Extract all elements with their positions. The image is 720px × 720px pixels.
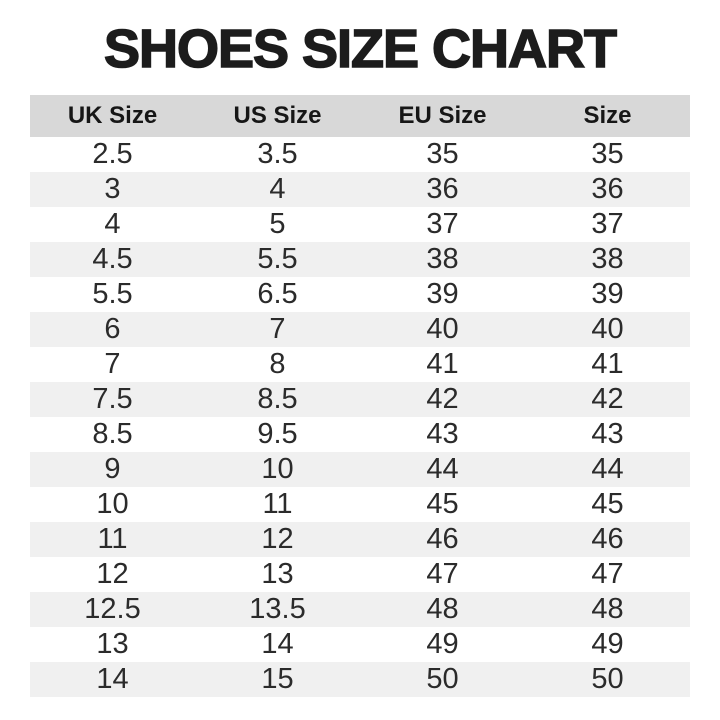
table-cell: 48 [591,593,624,625]
table-cell: 46 [426,523,459,555]
table-cell: 6.5 [257,278,298,310]
column-header-size: Size [525,95,690,137]
table-row: 11 12 46 46 [30,522,690,557]
table-cell: 3.5 [257,138,298,170]
table-cell: 14 [96,663,129,695]
table-cell: 9 [104,453,121,485]
table-row: 2.5 3.5 35 35 [30,137,690,172]
table-cell: 10 [96,488,129,520]
table-row: 4 5 37 37 [30,207,690,242]
table-cell: 41 [591,348,624,380]
column-header-us-size: US Size [195,95,360,137]
table-cell: 5.5 [92,278,133,310]
table-cell: 46 [591,523,624,555]
table-cell: 5 [269,208,286,240]
table-cell: 13 [261,558,294,590]
table-cell: 42 [591,383,624,415]
table-cell: 3 [104,173,121,205]
table-cell: 44 [426,453,459,485]
table-cell: 11 [262,488,293,520]
table-cell: 4.5 [92,243,133,275]
table-cell: 43 [591,418,624,450]
table-cell: 5.5 [257,243,298,275]
table-cell: 47 [426,558,459,590]
table-cell: 7 [104,348,121,380]
table-cell: 13.5 [249,593,306,625]
table-cell: 50 [591,663,624,695]
page-title: SHOES SIZE CHART [103,18,618,79]
table-cell: 45 [426,488,459,520]
table-row: 6 7 40 40 [30,312,690,347]
header-row: UK Size US Size EU Size Size [30,95,690,137]
table-cell: 40 [426,313,459,345]
table-row: 7.5 8.5 42 42 [30,382,690,417]
table-cell: 44 [591,453,624,485]
table-cell: 2.5 [92,138,133,170]
table-cell: 49 [591,628,624,660]
table-row: 7 8 41 41 [30,347,690,382]
table-cell: 7 [269,313,286,345]
table-row: 13 14 49 49 [30,627,690,662]
table-row: 4.5 5.5 38 38 [30,242,690,277]
table-cell: 37 [591,208,624,240]
table-cell: 47 [591,558,624,590]
table-row: 10 11 45 45 [30,487,690,522]
table-cell: 50 [426,663,459,695]
table-cell: 41 [426,348,459,380]
table-cell: 13 [96,628,129,660]
table-cell: 4 [269,173,286,205]
table-cell: 43 [426,418,459,450]
table-header: UK Size US Size EU Size Size [30,95,690,137]
table-cell: 10 [261,453,294,485]
table-cell: 38 [591,243,624,275]
table-row: 9 10 44 44 [30,452,690,487]
column-header-eu-size: EU Size [360,95,525,137]
table-cell: 12.5 [84,593,141,625]
table-cell: 9.5 [257,418,298,450]
table-cell: 35 [591,138,624,170]
table-cell: 12 [261,523,294,555]
table-cell: 8 [269,348,286,380]
table-cell: 48 [426,593,459,625]
column-header-uk-size: UK Size [30,95,195,137]
table-cell: 45 [591,488,624,520]
table-row: 3 4 36 36 [30,172,690,207]
table-cell: 49 [426,628,459,660]
table-cell: 35 [426,138,459,170]
table-cell: 6 [104,313,121,345]
table-cell: 11 [97,523,128,555]
table-cell: 8.5 [92,418,133,450]
table-row: 8.5 9.5 43 43 [30,417,690,452]
table-cell: 42 [426,383,459,415]
table-row: 12 13 47 47 [30,557,690,592]
table-row: 12.5 13.5 48 48 [30,592,690,627]
table-cell: 39 [591,278,624,310]
table-cell: 36 [591,173,624,205]
table-cell: 37 [426,208,459,240]
table-cell: 38 [426,243,459,275]
table-row: 14 15 50 50 [30,662,690,697]
table-cell: 7.5 [92,383,133,415]
size-table-body: 2.5 3.5 35 35 3 4 36 36 4 5 37 37 4.5 5.5 38 38 5.5 6.5 39… [30,137,690,697]
table-cell: 36 [426,173,459,205]
table-row: 5.5 6.5 39 39 [30,277,690,312]
table-cell: 14 [261,628,294,660]
table-cell: 39 [426,278,459,310]
table-cell: 40 [591,313,624,345]
table-cell: 4 [104,208,121,240]
size-chart-table: UK Size US Size EU Size Size 2.5 3.5 35 35 3… [30,95,690,697]
table-cell: 8.5 [257,383,298,415]
table-cell: 15 [261,663,294,695]
table-cell: 12 [96,558,129,590]
